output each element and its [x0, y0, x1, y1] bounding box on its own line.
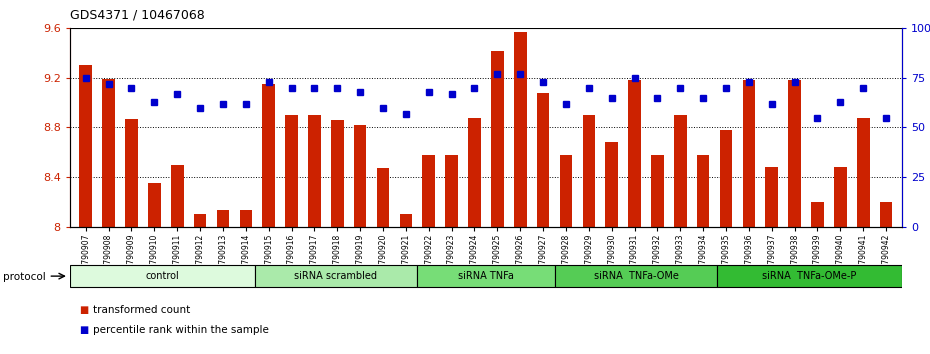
Bar	[674, 115, 686, 227]
Bar	[102, 79, 115, 227]
Bar	[880, 202, 893, 227]
Bar	[308, 115, 321, 227]
Bar	[286, 115, 298, 227]
Text: transformed count: transformed count	[93, 305, 191, 315]
Bar	[560, 155, 572, 227]
Bar	[789, 80, 801, 227]
Text: siRNA  TNFa-OMe-P: siRNA TNFa-OMe-P	[763, 270, 857, 281]
Bar	[765, 167, 778, 227]
FancyBboxPatch shape	[417, 265, 555, 287]
Text: GDS4371 / 10467068: GDS4371 / 10467068	[70, 9, 205, 22]
Bar	[354, 125, 366, 227]
Bar	[171, 165, 183, 227]
Bar	[377, 168, 390, 227]
FancyBboxPatch shape	[70, 265, 255, 287]
Bar	[491, 51, 504, 227]
Bar	[742, 80, 755, 227]
Text: siRNA  TNFa-OMe: siRNA TNFa-OMe	[593, 270, 679, 281]
Text: control: control	[145, 270, 179, 281]
FancyBboxPatch shape	[555, 265, 717, 287]
Bar	[697, 155, 710, 227]
FancyBboxPatch shape	[255, 265, 417, 287]
Bar	[651, 155, 664, 227]
Bar	[331, 120, 343, 227]
Bar	[445, 155, 458, 227]
FancyBboxPatch shape	[717, 265, 902, 287]
Bar	[537, 93, 550, 227]
Bar	[605, 142, 618, 227]
Bar	[217, 210, 230, 227]
Bar	[720, 130, 732, 227]
Bar	[468, 118, 481, 227]
Bar	[422, 155, 435, 227]
Bar	[193, 214, 206, 227]
Bar	[148, 183, 161, 227]
Text: ■: ■	[79, 325, 88, 335]
Bar	[514, 32, 526, 227]
Bar	[811, 202, 824, 227]
Bar	[240, 210, 252, 227]
Bar	[79, 65, 92, 227]
Text: protocol: protocol	[3, 272, 46, 282]
Text: siRNA scrambled: siRNA scrambled	[294, 270, 378, 281]
Bar	[629, 80, 641, 227]
Text: siRNA TNFa: siRNA TNFa	[458, 270, 514, 281]
Bar	[834, 167, 846, 227]
Text: percentile rank within the sample: percentile rank within the sample	[93, 325, 269, 335]
Bar	[400, 214, 412, 227]
Text: ■: ■	[79, 305, 88, 315]
Bar	[126, 119, 138, 227]
Bar	[582, 115, 595, 227]
Bar	[262, 84, 275, 227]
Bar	[857, 118, 870, 227]
